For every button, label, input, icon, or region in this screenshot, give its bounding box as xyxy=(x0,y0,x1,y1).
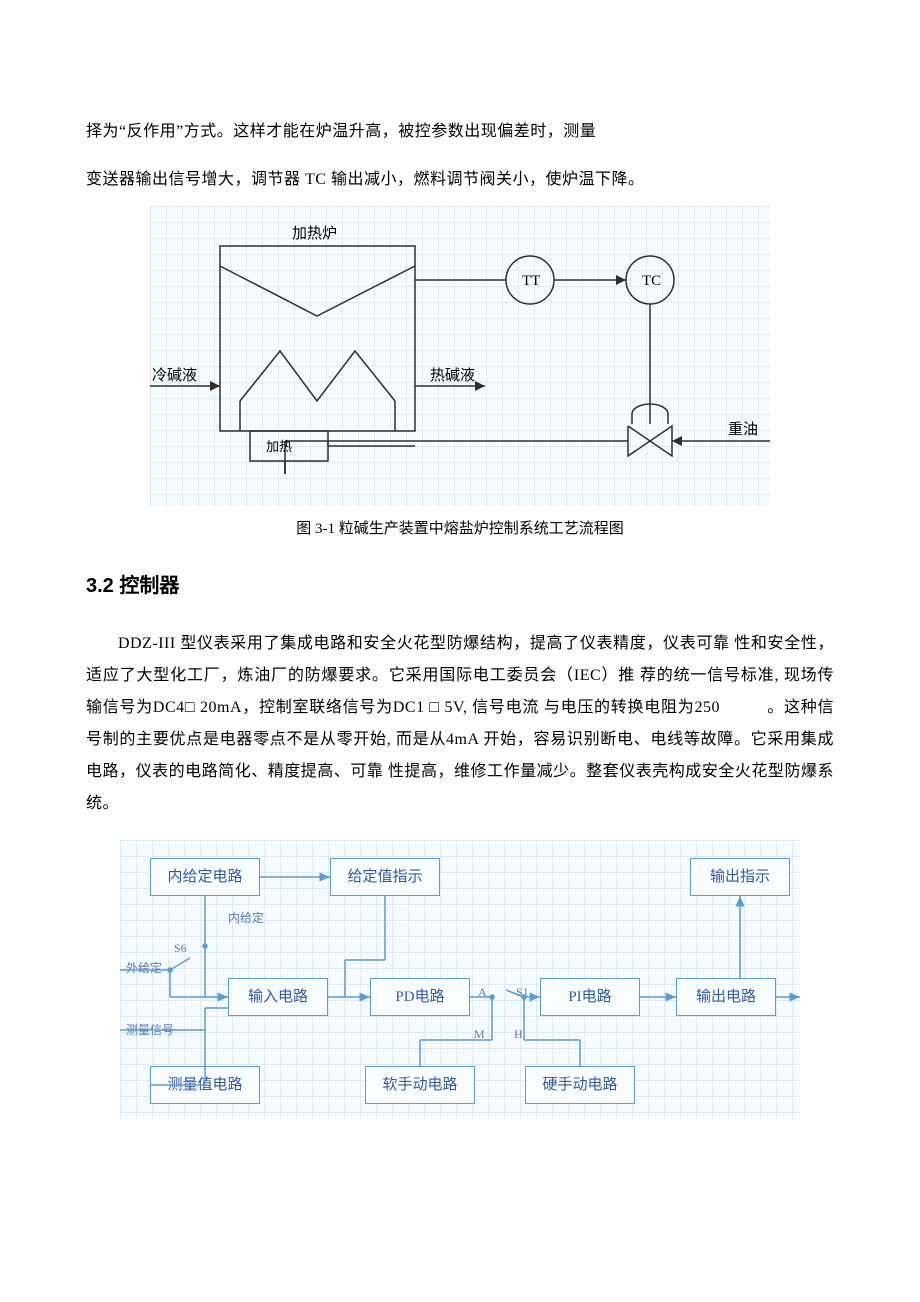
paragraph-1-line-2: 变送器输出信号增大，调节器 TC 输出减小，燃料调节阀关小，使炉温下降。 xyxy=(86,164,834,196)
furnace-label: 加热炉 xyxy=(292,225,337,242)
document-page: 择为“反作用”方式。这样才能在炉温升高，被控参数出现偏差时，测量 变送器输出信号… xyxy=(0,0,920,1180)
hot-liquid-label: 热碱液 xyxy=(430,367,475,384)
heat-label: 加热 xyxy=(266,439,292,454)
paragraph-2: DDZ-III 型仪表采用了集成电路和安全火花型防爆结构，提高了仪表精度，仪表可… xyxy=(86,628,834,820)
tc-label: TC xyxy=(642,273,661,289)
section-heading-3-2: 3.2 控制器 xyxy=(86,566,834,606)
heavy-oil-label: 重油 xyxy=(728,421,758,438)
figure-3-1: 加热炉 TT TC 冷碱液 热碱液 加热 重油 xyxy=(150,206,770,506)
cold-liquid-label: 冷碱液 xyxy=(152,367,197,384)
paragraph-1-line-1: 择为“反作用”方式。这样才能在炉温升高，被控参数出现偏差时，测量 xyxy=(86,116,834,148)
block-diagram: 内给定电路 给定值指示 输出指示 输入电路 PD电路 PI电路 输出电路 测量值… xyxy=(120,840,800,1120)
figure-3-1-caption: 图 3-1 粒碱生产装置中熔盐炉控制系统工艺流程图 xyxy=(86,514,834,544)
tt-label: TT xyxy=(522,273,540,289)
